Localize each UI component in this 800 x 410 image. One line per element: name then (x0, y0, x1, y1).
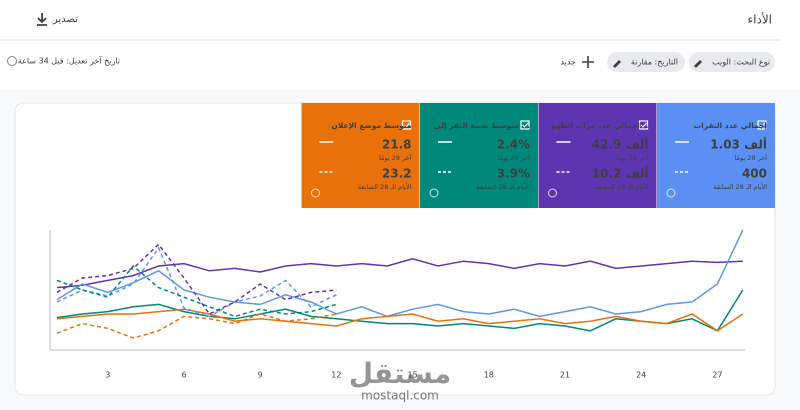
edit-icon (694, 60, 702, 68)
help-icon[interactable] (7, 56, 17, 66)
card-bg (657, 103, 775, 208)
help-icon[interactable] (548, 188, 557, 198)
card-compare-value: 400 (742, 167, 767, 181)
x-tick-label: 9 (258, 371, 263, 380)
chip-bg (689, 52, 775, 72)
x-tick-label: 12 (331, 371, 341, 380)
card-value: 21.8 (382, 138, 412, 152)
metric-card[interactable]: متوسط نسبة النقر إلى ... 2.4%آخر 28 يومًا… (420, 103, 538, 208)
card-title: إجمالي عدد النقرات (694, 121, 767, 130)
x-tick-label: 27 (712, 371, 722, 380)
check (640, 122, 647, 128)
chip-bg (607, 52, 685, 72)
card-compare-value: 3.9% (497, 167, 530, 181)
previous-period-line (56, 246, 337, 318)
x-tick-label: 15 (408, 371, 418, 380)
card-compare-value: 23.2 (382, 167, 412, 181)
card-title: إجمالي عدد مرات الظهو... (550, 121, 649, 130)
help-icon[interactable] (429, 188, 439, 198)
card-value: 2.4% (497, 138, 530, 152)
help-circle (7, 56, 17, 66)
x-tick-label: 21 (560, 371, 570, 380)
check (403, 122, 410, 128)
plus-icon (582, 56, 594, 68)
check (522, 122, 529, 128)
series-line (56, 229, 744, 318)
previous-period-line (56, 313, 337, 339)
card-bg (301, 103, 420, 208)
x-tick-label: 18 (484, 371, 494, 380)
date-chip[interactable]: التاريخ: مقارنة (607, 52, 685, 72)
series-line (56, 308, 744, 332)
help-icon[interactable] (311, 188, 320, 198)
series-line (56, 289, 744, 332)
card-compare-value: 10.2 ألف (592, 166, 649, 181)
chip-label[interactable]: التاريخ: مقارنة (631, 58, 678, 67)
watermark: مستقل (349, 357, 451, 390)
plot: 3 6 9 12 15 18 21 24 27 (56, 229, 744, 380)
card-title: متوسط نسبة النقر إلى ... (434, 121, 531, 130)
card-period: آخر 28 يومًا (616, 153, 650, 162)
card-period: آخر 28 يومًا (498, 153, 532, 162)
last-updated: تاريخ آخر تعديل: قبل 34 ساعة (18, 56, 120, 66)
checkbox[interactable] (401, 120, 412, 130)
page-title: الأداء (748, 12, 773, 27)
export-button[interactable]: تصدير (37, 13, 78, 26)
x-tick-label: 6 (181, 371, 186, 380)
x-tick-label: 24 (636, 371, 646, 380)
card-compare-period: الأيام الـ 28 السابقة (595, 182, 649, 191)
help-icon[interactable] (666, 188, 676, 198)
card-period: آخر 28 يومًا (379, 153, 413, 162)
card-period: آخر 28 يومًا (735, 153, 769, 162)
checkbox[interactable] (638, 120, 649, 130)
card-bg (538, 103, 657, 208)
previous-period-line (56, 243, 337, 315)
new-filter[interactable]: جديد (560, 56, 594, 68)
edit-icon (613, 60, 621, 68)
search-type-chip[interactable]: نوع البحث: الويب (689, 52, 775, 72)
new-label[interactable]: جديد (560, 58, 576, 67)
card-title: متوسط موضع الإعلان (331, 121, 411, 130)
download-icon (37, 13, 47, 26)
chip-label[interactable]: نوع البحث: الويب (712, 58, 770, 67)
previous-period-line (56, 264, 337, 318)
series-line (56, 258, 743, 289)
check (759, 122, 766, 128)
checkbox[interactable] (520, 120, 530, 130)
card-compare-period: الأيام الـ 28 السابقة (713, 182, 767, 191)
card-compare-period: الأيام الـ 28 السابقة (358, 182, 412, 191)
export-label[interactable]: تصدير (52, 14, 78, 25)
card-compare-period: الأيام الـ 28 السابقة (476, 182, 530, 191)
card-bg (420, 103, 538, 208)
x-tick-label: 3 (105, 371, 110, 380)
watermark-site: mostaql.com (361, 389, 439, 403)
card-value: 1.03 ألف (710, 137, 767, 152)
card-value: 42.9 ألف (592, 137, 649, 152)
checkbox[interactable] (757, 120, 767, 130)
